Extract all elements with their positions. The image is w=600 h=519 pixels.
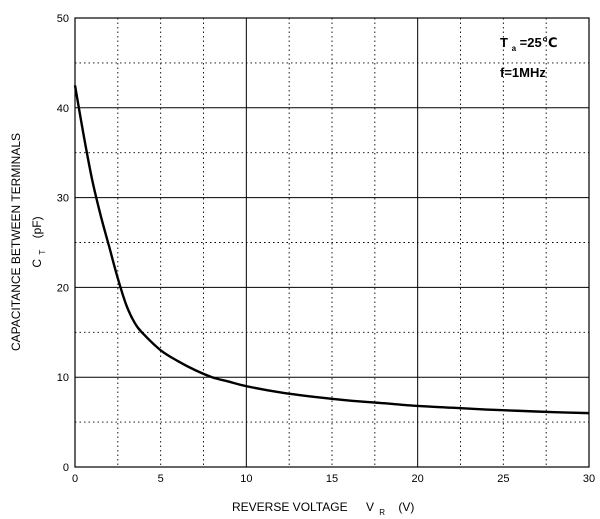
y-tick-label: 40 [57,103,69,115]
x-tick-label: 5 [158,473,164,485]
x-axis-subscript: R [379,508,385,517]
capacitance-curve [73,85,590,415]
temperature-symbol: T [500,35,508,50]
curve-layer [73,85,590,415]
grid [75,18,589,467]
temperature-annotation: T a =25℃ [500,35,557,54]
plot-frame [74,17,590,468]
x-tick-label: 10 [240,473,252,485]
x-axis-text: REVERSE VOLTAGE [232,500,348,514]
x-axis-symbol: V [366,500,374,514]
x-tick-label: 30 [583,473,595,485]
y-axis-title: CAPACITANCE BETWEEN TERMINALS [9,133,23,351]
x-tick-labels: 0 5 10 15 20 25 30 [72,473,595,485]
x-tick-label: 0 [72,473,78,485]
x-tick-label: 20 [412,473,424,485]
y-tick-labels: 0 10 20 30 40 50 [57,13,69,474]
temperature-value: =25℃ [520,35,558,50]
temperature-subscript: a [512,44,517,53]
y-tick-label: 30 [57,193,69,205]
frequency-annotation: f=1MHz [500,65,546,80]
y-tick-label: 0 [63,462,69,474]
x-tick-label: 25 [497,473,509,485]
y-axis-subscript: T [38,250,47,255]
x-axis-unit: (V) [398,500,414,514]
y-axis-symbol-line: C T (pF) [30,216,48,267]
y-tick-label: 20 [57,282,69,294]
y-tick-label: 10 [57,372,69,384]
x-tick-label: 15 [326,473,338,485]
y-axis-symbol: C [30,259,44,268]
y-axis-unit: (pF) [30,216,44,238]
y-tick-label: 50 [57,13,69,25]
x-axis-title: REVERSE VOLTAGE V R (V) [232,500,414,518]
